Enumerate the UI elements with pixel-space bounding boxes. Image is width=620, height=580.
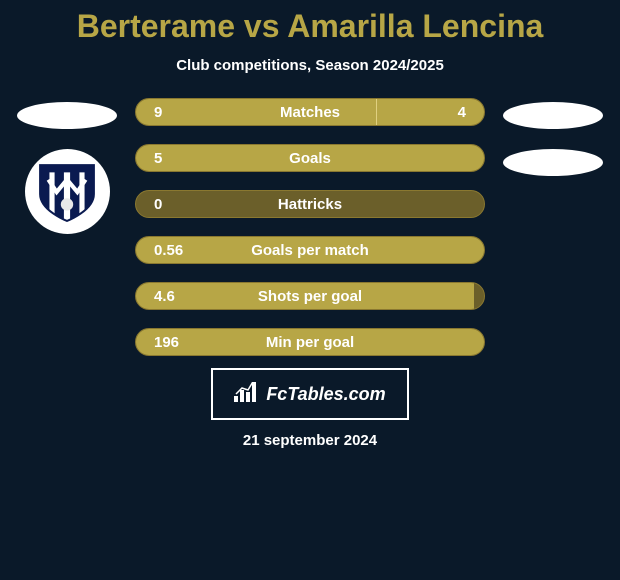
date: 21 september 2024: [243, 432, 377, 449]
bar-value-right: 4: [458, 104, 466, 121]
chart-area: 9Matches4 5Goals 0Hattricks 0.56Goals per m…: [0, 98, 620, 356]
bar-chart-icon: [234, 382, 260, 407]
stat-bar: 0Hattricks: [135, 190, 485, 218]
player-avatar-placeholder-right: [503, 102, 603, 129]
stat-bar: 0.56Goals per match: [135, 236, 485, 264]
stat-bar: 9Matches4: [135, 98, 485, 126]
watermark-text: FcTables.com: [266, 384, 385, 405]
bar-label: Matches: [136, 104, 484, 121]
team-badge-left: [25, 149, 110, 234]
right-column: [503, 98, 603, 176]
bar-label: Min per goal: [136, 334, 484, 351]
bar-label: Goals per match: [136, 242, 484, 259]
stat-bar: 5Goals: [135, 144, 485, 172]
bar-label: Goals: [136, 150, 484, 167]
stat-bar: 196Min per goal: [135, 328, 485, 356]
bar-label: Hattricks: [136, 196, 484, 213]
watermark: FcTables.com: [211, 368, 409, 420]
team-badge-placeholder-right: [503, 149, 603, 176]
player-avatar-placeholder-left: [17, 102, 117, 129]
left-column: [17, 98, 117, 234]
comparison-bars: 9Matches4 5Goals 0Hattricks 0.56Goals per m…: [135, 98, 485, 356]
monterrey-shield-icon: [36, 161, 98, 223]
page-title: Berterame vs Amarilla Lencina: [77, 8, 544, 45]
bar-label: Shots per goal: [136, 288, 484, 305]
subtitle: Club competitions, Season 2024/2025: [176, 57, 444, 74]
stat-bar: 4.6Shots per goal: [135, 282, 485, 310]
